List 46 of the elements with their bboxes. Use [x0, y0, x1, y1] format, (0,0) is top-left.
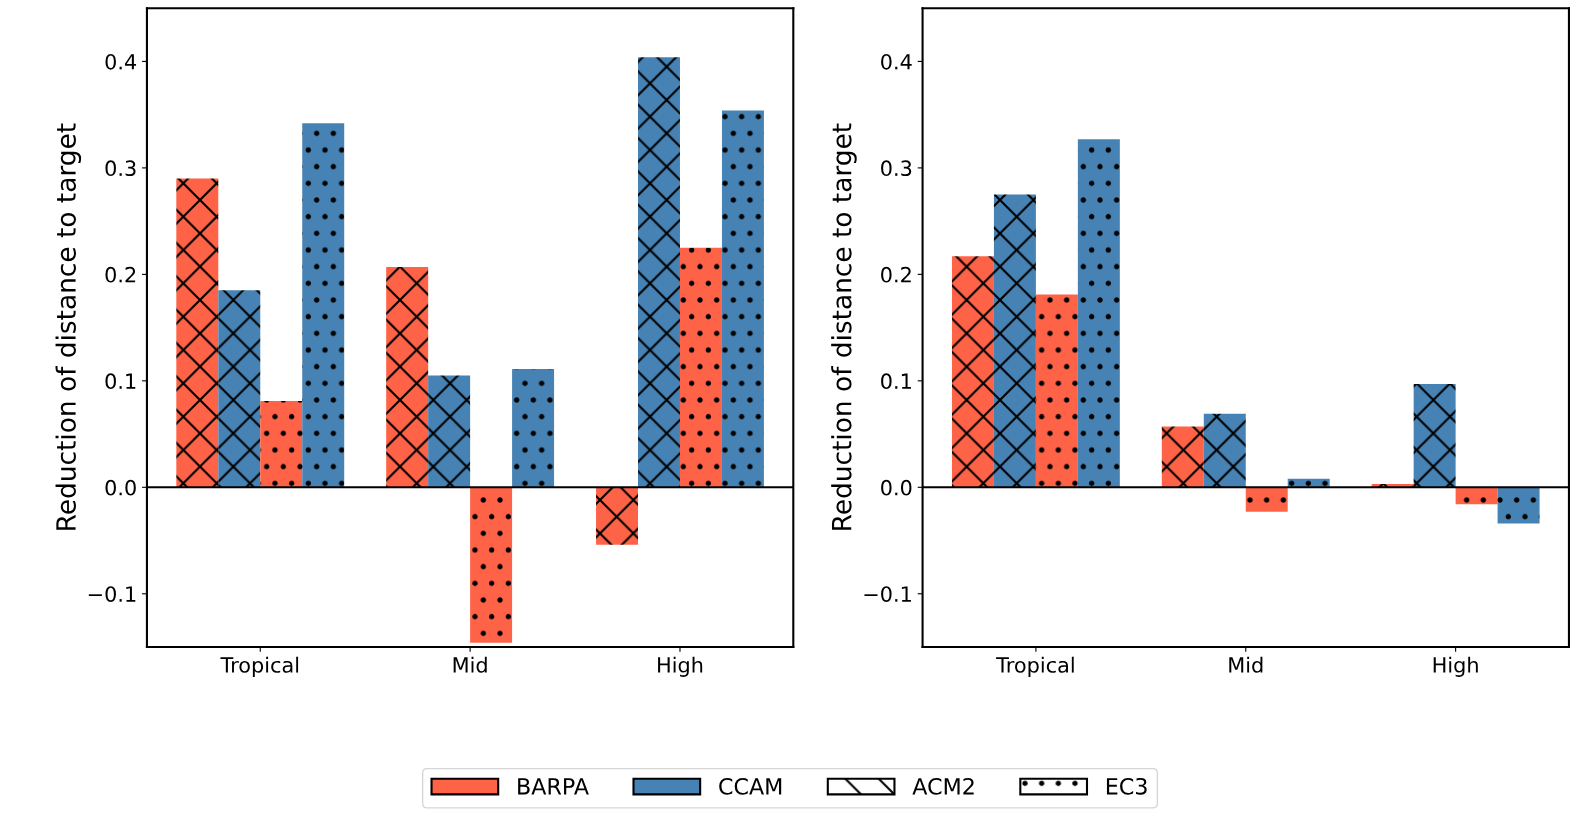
bar — [1161, 426, 1204, 488]
bar — [721, 110, 764, 488]
bar — [993, 194, 1036, 488]
x-tick-label: Mid — [453, 656, 487, 673]
bar — [512, 369, 555, 488]
y-tick-label: 0.3 — [881, 160, 912, 177]
y-tick-label: 0.2 — [105, 266, 136, 283]
bar — [1077, 139, 1120, 488]
y-tick-label: −0.1 — [864, 586, 911, 602]
text: ACM2 — [912, 777, 974, 795]
bar — [1455, 487, 1498, 505]
y-tick-label: −0.1 — [88, 586, 136, 602]
bar — [1035, 294, 1078, 488]
y-tick-label: 0.1 — [105, 373, 136, 390]
bar — [260, 401, 303, 488]
x-tick-label: Tropical — [220, 656, 299, 677]
bar — [386, 266, 429, 488]
y-tick-label: 0.4 — [105, 53, 137, 70]
bar — [176, 178, 219, 488]
bar — [679, 247, 722, 488]
bar — [1413, 384, 1456, 488]
bar — [218, 290, 261, 488]
text: EC3 — [1106, 777, 1147, 795]
x-tick-label: High — [658, 656, 703, 677]
bar — [470, 487, 513, 643]
y-tick-label: 0.0 — [105, 479, 136, 496]
y-tick-label: 0.1 — [881, 373, 911, 390]
x-tick-label: High — [1433, 656, 1478, 677]
x-tick-label: Mid — [1229, 656, 1263, 673]
y-tick-label: 0.3 — [105, 160, 136, 177]
y-tick-label: 0.4 — [881, 53, 912, 70]
bar — [638, 57, 680, 488]
y-tick-label: 0.2 — [881, 266, 911, 283]
bar — [1203, 413, 1246, 488]
bar — [951, 256, 994, 488]
x-tick-label: Tropical — [996, 656, 1074, 677]
y-tick-label: 0.0 — [881, 479, 912, 496]
y-axis-title: Reduction of distance to target — [831, 123, 857, 530]
bar — [1497, 487, 1540, 524]
y-axis-title: Reduction of distance to target — [55, 123, 82, 530]
bar — [428, 375, 471, 488]
text: CCAM — [719, 777, 782, 795]
text: BARPA — [518, 778, 589, 795]
bar — [596, 487, 639, 545]
bar — [1245, 487, 1288, 512]
bar — [302, 123, 345, 488]
